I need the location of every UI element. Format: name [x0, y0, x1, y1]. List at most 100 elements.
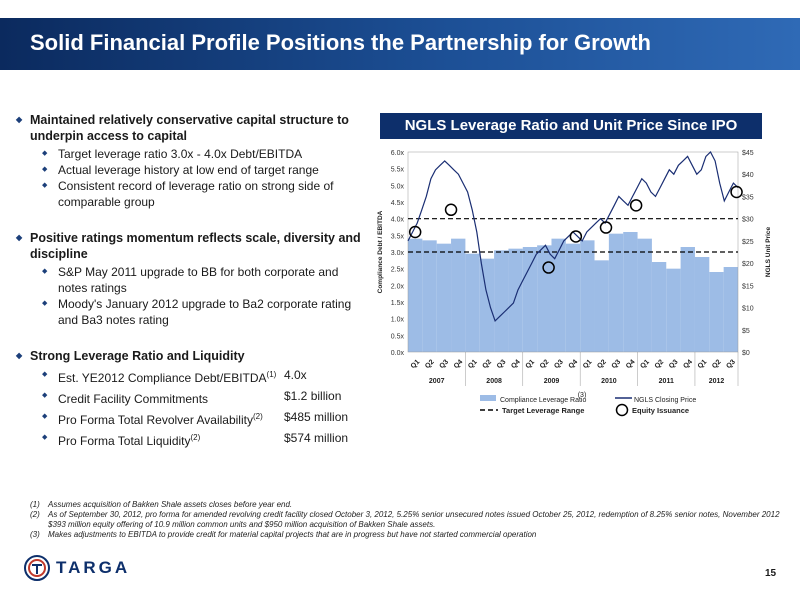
- x-tick-label: Q2: [596, 359, 608, 371]
- bullet-list: ◆ Maintained relatively conservative cap…: [16, 112, 366, 450]
- x-tick-label: Q2: [481, 359, 493, 371]
- diamond-bullet-icon: ◆: [16, 233, 23, 242]
- x-tick-label: Q3: [553, 359, 565, 371]
- y-tick-label: 4.0x: [391, 217, 405, 224]
- x-tick-label: Q3: [725, 359, 737, 371]
- liquidity-row: ◆ Pro Forma Total Revolver Availability(2…: [42, 410, 349, 427]
- targa-seal-icon: [24, 555, 50, 581]
- leverage-bar: [422, 240, 437, 352]
- x-tick-label: Q2: [539, 359, 551, 371]
- leverage-bar: [436, 243, 452, 352]
- y-tick-label: 2.5x: [391, 267, 405, 274]
- leverage-bar: [608, 233, 624, 352]
- y2-tick-label: $35: [742, 194, 754, 201]
- page-title: Solid Financial Profile Positions the Pa…: [30, 30, 651, 55]
- x-tick-label: Q4: [625, 359, 637, 371]
- leverage-bar: [680, 247, 695, 352]
- diamond-bullet-icon: ◆: [42, 300, 48, 307]
- title-top-strip: [0, 0, 800, 18]
- equity-issuance-marker: [542, 261, 555, 274]
- x-tick-label: Q1: [697, 359, 709, 371]
- diamond-bullet-icon: ◆: [42, 166, 48, 173]
- sub-bullet: ◆ S&P May 2011 upgrade to BB for both cor…: [42, 265, 339, 295]
- diamond-bullet-icon: ◆: [42, 182, 48, 189]
- y-tick-label: 5.5x: [391, 167, 405, 174]
- x-tick-label: Q1: [467, 359, 479, 371]
- y2-tick-label: $0: [742, 350, 750, 357]
- title-bottom-strip: [0, 70, 800, 88]
- diamond-bullet-icon: ◆: [16, 351, 23, 360]
- y2-tick-label: $5: [742, 328, 750, 335]
- diamond-bullet-icon: ◆: [42, 434, 48, 441]
- legend-swatch-equity: [615, 403, 629, 417]
- x-tick-label: Q1: [582, 359, 594, 371]
- diamond-bullet-icon: ◆: [42, 413, 48, 420]
- footnote: (1) Assumes acquisition of Bakken Shale a…: [30, 500, 293, 509]
- y-tick-label: 2.0x: [391, 283, 405, 290]
- y-tick-label: 1.5x: [391, 300, 405, 307]
- chart-title: NGLS Leverage Ratio and Unit Price Since…: [380, 113, 762, 139]
- footnote: (2) As of September 30, 2012, pro forma f…: [30, 510, 780, 529]
- x-tick-label: Q3: [668, 359, 680, 371]
- x-tick-label: Q1: [639, 359, 651, 371]
- y2-tick-label: $15: [742, 283, 754, 290]
- leverage-bar: [551, 238, 566, 352]
- leverage-bar: [623, 232, 638, 352]
- footnotes: (1) Assumes acquisition of Bakken Shale a…: [30, 500, 780, 540]
- x-tick-label: Q4: [682, 359, 694, 371]
- x-tick-label: Q3: [496, 359, 508, 371]
- diamond-bullet-icon: ◆: [42, 371, 48, 378]
- y2-tick-label: $25: [742, 239, 754, 246]
- y-tick-label: 0.0x: [391, 350, 405, 357]
- x-tick-label: Q2: [654, 359, 666, 371]
- equity-issuance-marker: [408, 225, 422, 239]
- leverage-bar: [594, 260, 609, 352]
- diamond-bullet-icon: ◆: [42, 150, 48, 157]
- y2-tick-label: $30: [742, 217, 754, 224]
- x-tick-label: Q4: [453, 359, 465, 371]
- leverage-bar: [709, 272, 724, 352]
- leverage-bar: [465, 253, 480, 352]
- leverage-bar: [666, 268, 681, 352]
- targa-logo: TARGA: [24, 555, 130, 581]
- leverage-bar: [694, 257, 710, 352]
- x-tick-label: Q3: [438, 359, 450, 371]
- year-label: 2009: [544, 378, 560, 385]
- legend-label-target: Target Leverage Range: [502, 406, 584, 415]
- leverage-price-chart: 0.0x 0.5x 1.0x 1.5x 2.0x 2.5x 3.0x 3.5x 4.0x 4.5x…: [377, 150, 772, 417]
- leverage-bar: [537, 245, 552, 352]
- leverage-bar: [508, 248, 523, 352]
- diamond-bullet-icon: ◆: [42, 392, 48, 399]
- y-tick-label: 1.0x: [391, 317, 405, 324]
- x-tick-label: Q4: [510, 359, 522, 371]
- x-tick-label: Q4: [568, 359, 580, 371]
- leverage-bar: [651, 262, 667, 352]
- y2-tick-label: $10: [742, 306, 754, 313]
- leverage-bar: [479, 258, 495, 352]
- note-marker: (3): [578, 392, 587, 399]
- x-tick-label: Q1: [525, 359, 537, 371]
- footnote: (3) Makes adjustments to EBITDA to provid…: [30, 530, 537, 539]
- y2-tick-label: $40: [742, 172, 754, 179]
- leverage-bar: [723, 267, 738, 352]
- x-tick-label: Q1: [410, 359, 422, 371]
- year-label: 2010: [601, 378, 617, 385]
- y2-axis-title: NGLS Unit Price: [765, 227, 772, 278]
- leverage-bar: [637, 238, 652, 352]
- sub-bullet: ◆ Moody's January 2012 upgrade to Ba2 cor…: [42, 297, 352, 327]
- page-number: 15: [765, 568, 777, 579]
- year-label: 2008: [486, 378, 502, 385]
- equity-issuance-marker: [629, 199, 643, 212]
- leverage-bar: [522, 247, 538, 352]
- sub-bullet: ◆ Consistent record of leverage ratio on …: [42, 179, 334, 209]
- legend-label-price: NGLS Closing Price: [634, 397, 696, 404]
- bullet-liquidity: ◆ Strong Leverage Ratio and Liquidity: [16, 349, 245, 363]
- leverage-bar: [580, 240, 595, 352]
- y-tick-label: 6.0x: [391, 150, 405, 157]
- bullet-capital-structure: ◆ Maintained relatively conservative cap…: [16, 113, 349, 143]
- leverage-bar: [408, 238, 423, 352]
- equity-issuance-marker: [569, 230, 583, 243]
- y-tick-label: 3.5x: [391, 233, 405, 240]
- equity-issuance-marker: [599, 221, 613, 234]
- legend-label-equity: Equity Issuance: [632, 406, 689, 415]
